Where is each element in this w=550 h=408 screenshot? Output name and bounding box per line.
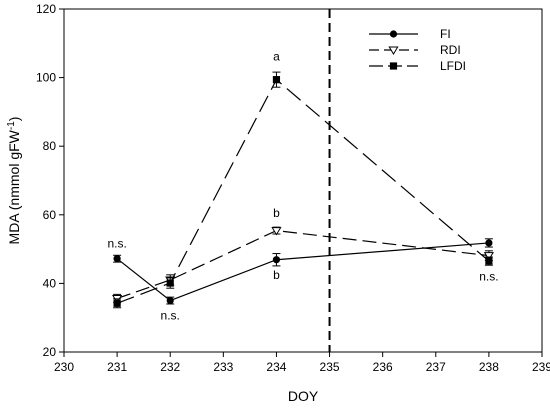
y-axis-title-close: ) bbox=[6, 117, 22, 122]
legend-label-lfdi: LFDI bbox=[440, 59, 466, 73]
data-point-fi bbox=[166, 296, 174, 305]
data-point-fi bbox=[113, 255, 121, 263]
x-tick-label: 234 bbox=[266, 360, 286, 374]
x-tick-label: 232 bbox=[160, 360, 180, 374]
data-point-lfdi bbox=[272, 76, 281, 84]
series-line-lfdi bbox=[116, 78, 490, 304]
legend: FI RDI LFDI bbox=[369, 27, 466, 73]
significance-label: a bbox=[273, 49, 280, 63]
legend-marker-fi bbox=[389, 30, 398, 38]
x-tick-label: 238 bbox=[479, 360, 499, 374]
x-tick-label: 233 bbox=[213, 360, 233, 374]
series-line-rdi bbox=[116, 229, 489, 300]
y-tick-label: 100 bbox=[36, 71, 56, 85]
y-tick-label: 40 bbox=[43, 276, 57, 290]
data-point-lfdi bbox=[485, 257, 493, 265]
legend-label-rdi: RDI bbox=[440, 43, 461, 57]
series-line-fi bbox=[116, 242, 489, 302]
data-point-lfdi bbox=[166, 279, 174, 287]
x-tick-label: 237 bbox=[426, 360, 446, 374]
y-axis-title-superscript: -1 bbox=[6, 121, 17, 130]
y-tick-label: 120 bbox=[36, 2, 56, 16]
plot-area: 230 231 232 233 234 235 236 237 238 239 20 40 60 80 10… bbox=[36, 2, 550, 374]
y-tick-label: 60 bbox=[43, 208, 57, 222]
legend-marker-rdi bbox=[388, 46, 399, 55]
significance-label: n.s. bbox=[161, 308, 180, 322]
x-tick-label: 230 bbox=[54, 360, 74, 374]
significance-label: b bbox=[273, 206, 280, 220]
significance-label: b bbox=[273, 268, 280, 282]
y-axis-title-main: MDA (nmmol gFW bbox=[6, 129, 22, 244]
x-tick-label: 236 bbox=[373, 360, 393, 374]
x-tick-label: 231 bbox=[107, 360, 127, 374]
plot-frame bbox=[63, 8, 543, 353]
data-point-fi bbox=[272, 256, 281, 264]
data-point-fi bbox=[485, 239, 493, 247]
data-point-rdi bbox=[483, 252, 494, 261]
x-axis-title: DOY bbox=[288, 388, 319, 404]
y-tick-label: 80 bbox=[43, 139, 57, 153]
y-tick-label: 20 bbox=[43, 345, 57, 359]
x-tick-label: 235 bbox=[320, 360, 340, 374]
data-point-rdi bbox=[271, 227, 282, 236]
x-tick-label: 239 bbox=[532, 360, 550, 374]
legend-label-fi: FI bbox=[440, 27, 451, 41]
significance-label: n.s. bbox=[107, 236, 126, 250]
legend-marker-lfdi bbox=[389, 62, 398, 70]
significance-label: n.s. bbox=[479, 270, 498, 284]
y-axis-title: MDA (nmmol gFW-1) bbox=[6, 117, 22, 245]
data-point-lfdi bbox=[113, 299, 121, 307]
